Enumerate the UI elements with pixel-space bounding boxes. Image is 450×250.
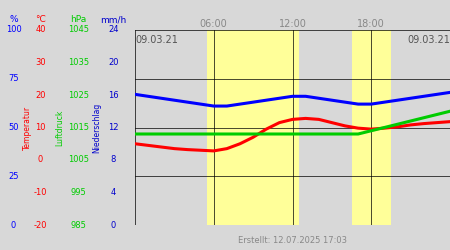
Text: 0: 0 bbox=[111, 220, 116, 230]
Text: 30: 30 bbox=[35, 58, 46, 67]
Text: 100: 100 bbox=[5, 26, 22, 35]
Text: 75: 75 bbox=[8, 74, 19, 83]
Text: -20: -20 bbox=[34, 220, 47, 230]
Text: °C: °C bbox=[35, 15, 46, 24]
Text: Temperatur: Temperatur bbox=[22, 106, 32, 150]
Bar bbox=[207, 30, 299, 225]
Text: 18:00: 18:00 bbox=[357, 19, 385, 29]
Text: 09.03.21: 09.03.21 bbox=[135, 35, 178, 45]
Text: hPa: hPa bbox=[70, 15, 86, 24]
Text: 4: 4 bbox=[111, 188, 116, 197]
Text: 06:00: 06:00 bbox=[200, 19, 228, 29]
Text: %: % bbox=[9, 15, 18, 24]
Text: 12:00: 12:00 bbox=[279, 19, 306, 29]
Text: 1045: 1045 bbox=[68, 26, 89, 35]
Text: 995: 995 bbox=[70, 188, 86, 197]
Text: Niederschlag: Niederschlag bbox=[93, 102, 102, 152]
Text: 40: 40 bbox=[35, 26, 46, 35]
Text: -10: -10 bbox=[34, 188, 47, 197]
Text: 0: 0 bbox=[11, 220, 16, 230]
Text: 09.03.21: 09.03.21 bbox=[407, 35, 450, 45]
Text: 20: 20 bbox=[108, 58, 119, 67]
Text: 24: 24 bbox=[108, 26, 119, 35]
Text: 1005: 1005 bbox=[68, 156, 89, 164]
Text: 985: 985 bbox=[70, 220, 86, 230]
Text: 1025: 1025 bbox=[68, 90, 89, 100]
Text: Luftdruck: Luftdruck bbox=[55, 109, 64, 146]
Bar bbox=[351, 30, 391, 225]
Text: 1035: 1035 bbox=[68, 58, 89, 67]
Text: 0: 0 bbox=[38, 156, 43, 164]
Text: 12: 12 bbox=[108, 123, 119, 132]
Text: 1015: 1015 bbox=[68, 123, 89, 132]
Text: 8: 8 bbox=[111, 156, 116, 164]
Text: 50: 50 bbox=[8, 123, 19, 132]
Text: Erstellt: 12.07.2025 17:03: Erstellt: 12.07.2025 17:03 bbox=[238, 236, 347, 245]
Text: 10: 10 bbox=[35, 123, 46, 132]
Text: mm/h: mm/h bbox=[100, 15, 126, 24]
Text: 25: 25 bbox=[8, 172, 19, 181]
Text: 20: 20 bbox=[35, 90, 46, 100]
Text: 16: 16 bbox=[108, 90, 119, 100]
